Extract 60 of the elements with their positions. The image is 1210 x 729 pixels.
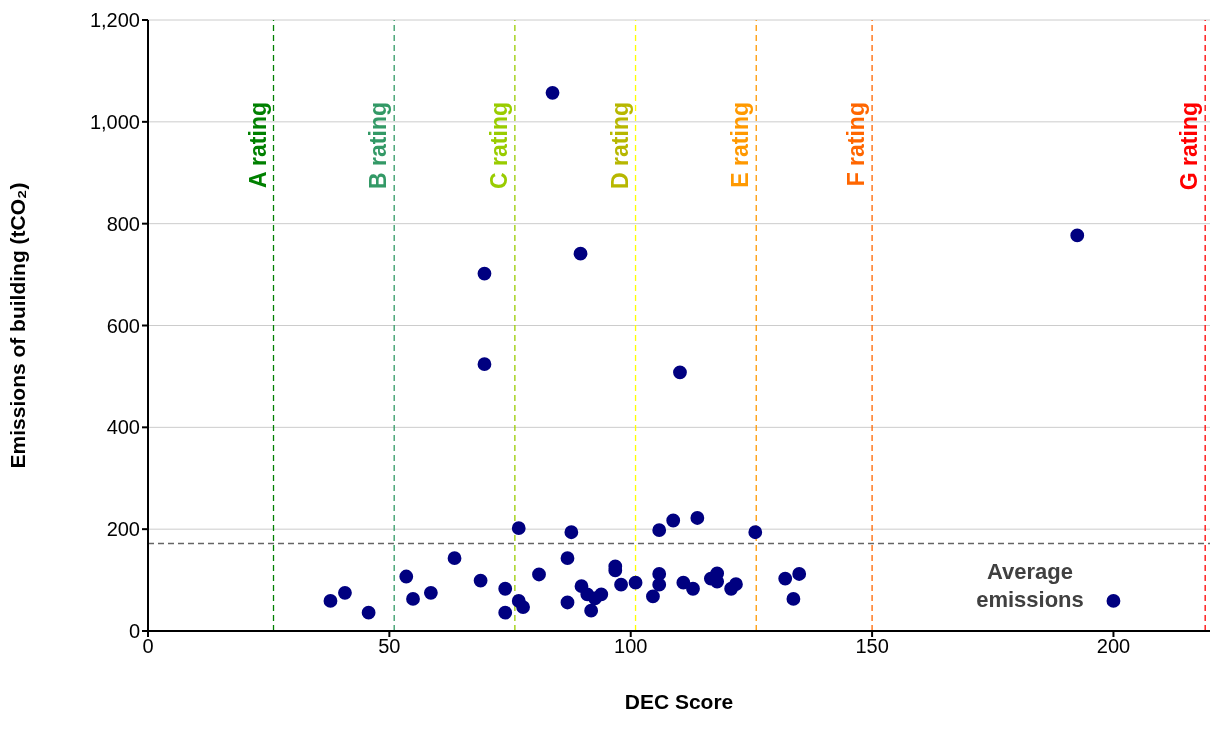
ref-line-label: A rating (244, 102, 271, 189)
point (792, 567, 807, 581)
ref-line-label: B rating (365, 102, 392, 189)
y-axis-title: Emissions of building (tCO₂) (6, 182, 30, 469)
x-tick-label: 100 (614, 635, 648, 658)
y-tick-label: 0 (128, 620, 140, 643)
point (477, 266, 492, 281)
x-tick-label: 200 (1096, 635, 1131, 658)
point (560, 551, 575, 566)
point (729, 577, 743, 592)
point (646, 589, 660, 604)
point (498, 581, 513, 596)
y-tick-label: 1,000 (89, 110, 140, 133)
point (423, 585, 438, 600)
point (564, 525, 579, 540)
point (628, 575, 643, 590)
y-tick-label: 1,200 (89, 9, 140, 32)
x-tick-label: 150 (855, 635, 889, 658)
point (406, 592, 420, 606)
point (673, 365, 687, 380)
point (532, 567, 546, 582)
point (498, 605, 513, 620)
point (338, 585, 352, 600)
ref-line-label: D rating (606, 102, 633, 189)
point (614, 577, 628, 592)
x-tick-label: 50 (378, 635, 401, 658)
y-tick-label: 800 (106, 212, 140, 235)
point (594, 587, 609, 602)
point (573, 246, 588, 261)
point (545, 85, 560, 100)
ref-line-label: Average emissions (976, 559, 1084, 613)
point (1070, 228, 1085, 243)
point (399, 569, 414, 584)
point (560, 595, 575, 610)
point (477, 357, 492, 372)
point (686, 581, 700, 596)
point (690, 511, 705, 525)
point (447, 551, 462, 566)
point (516, 600, 530, 614)
ref-line-label: G rating (1176, 102, 1203, 191)
point (666, 513, 681, 528)
point (361, 605, 376, 620)
y-tick-label: 200 (106, 518, 140, 541)
point (778, 571, 793, 586)
y-tick-label: 400 (106, 416, 140, 439)
point (584, 603, 599, 618)
point (511, 521, 526, 536)
point (473, 573, 488, 588)
y-tick-label: 600 (106, 314, 140, 337)
point (652, 523, 667, 538)
ref-line-label: F rating (843, 102, 870, 187)
point (1106, 594, 1121, 608)
ref-line-label: E rating (727, 102, 754, 188)
ref-line-label: C rating (485, 102, 512, 189)
point (652, 577, 667, 592)
point (748, 525, 763, 540)
point (323, 594, 338, 608)
x-axis-title: DEC Score (624, 690, 734, 713)
point (786, 592, 801, 606)
x-tick-label: 0 (142, 635, 154, 658)
